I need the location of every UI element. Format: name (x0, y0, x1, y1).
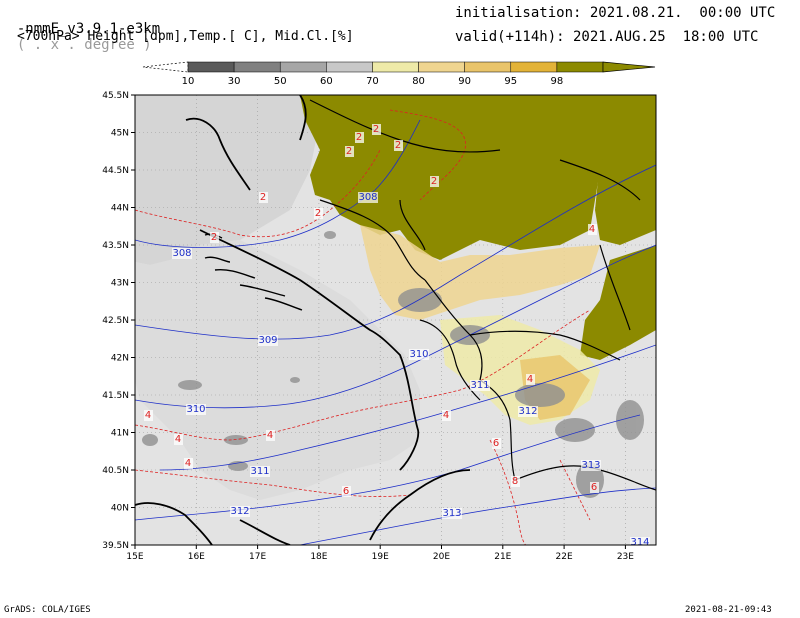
colorbar-segment (279, 61, 327, 73)
colorbar-segment (326, 61, 373, 73)
x-axis-labels: 15E 16E 17E 18E 19E 20E 21E 22E 23E (126, 552, 634, 562)
y-tick-label: 41.5N (102, 391, 129, 401)
colorbar-label: 10 (182, 76, 195, 87)
x-tick-label: 16E (188, 552, 205, 562)
model-name: -nmmE_v3.9.1-e3km (16, 21, 161, 37)
y-tick-label: 41N (111, 429, 129, 439)
temperature-contour-label: 8 (512, 476, 518, 487)
colorbar-right-arrow (602, 61, 656, 73)
temperature-contour-label: 6 (343, 486, 349, 497)
colorbar-label: 60 (320, 76, 333, 87)
temperature-contour-label: 2 (260, 192, 266, 203)
colorbar-label: 90 (458, 76, 471, 87)
y-tick-label: 43N (111, 279, 129, 289)
x-tick-label: 19E (372, 552, 389, 562)
temperature-contour-label: 2 (395, 140, 401, 151)
temperature-contour-label: 6 (591, 482, 597, 493)
sea-adriatic (135, 240, 420, 500)
y-tick-label: 42N (111, 354, 129, 364)
units-label: ( . x . degree ) (16, 37, 152, 53)
colorbar-label: 50 (274, 76, 287, 87)
colorbar-label: 98 (551, 76, 564, 87)
coastlines (135, 95, 471, 545)
temperature-contour-label: 4 (589, 224, 595, 235)
colorbar-segment (418, 61, 465, 73)
temperature-contour-label: 4 (175, 434, 181, 445)
height-contour-label: 314 (630, 537, 649, 548)
height-contour-label: 308 (358, 192, 377, 203)
height-contour-label: 313 (581, 460, 600, 471)
y-tick-label: 42.5N (102, 316, 129, 326)
temperature-contour-label: 2 (356, 132, 362, 143)
cloud-mass-east (580, 245, 656, 360)
x-tick-label: 23E (617, 552, 634, 562)
y-axis-labels: 45.5N 45N 44.5N 44N 43.5N 43N 42.5N 42N 41.5N 41N… (102, 91, 129, 551)
temperature-contour-label: 2 (346, 146, 352, 157)
x-tick-label: 20E (433, 552, 450, 562)
x-tick-label: 18E (310, 552, 327, 562)
model-title: -nmmE_v3.9.1-e3km ( . x . degree ) (0, 5, 160, 53)
temperature-contour-label: 2 (315, 208, 321, 219)
temperature-contours (135, 109, 591, 545)
y-tick-label: 44N (111, 204, 129, 214)
init-time: initialisation: 2021.08.21. 00:00 UTC (455, 5, 776, 21)
x-tick-label: 15E (126, 552, 143, 562)
temperature-contour-label: 4 (443, 410, 449, 421)
height-contours (135, 119, 656, 545)
temperature-contour-label: 4 (527, 374, 533, 385)
axis-ticks (131, 94, 626, 549)
colorbar-segment (556, 61, 604, 73)
height-contour-label: 312 (518, 406, 537, 417)
y-tick-label: 39.5N (102, 541, 129, 551)
y-tick-label: 44.5N (102, 166, 129, 176)
y-tick-label: 40.5N (102, 466, 129, 476)
height-contour-label: 310 (186, 404, 205, 415)
colorbar-label: 95 (504, 76, 517, 87)
height-contour-label: 311 (470, 380, 489, 391)
colorbar-segment (464, 61, 512, 73)
colorbar-segment (233, 61, 281, 73)
x-tick-label: 21E (494, 552, 511, 562)
temperature-contour-label: 2 (211, 232, 217, 243)
temperature-contour-label: 6 (493, 438, 499, 449)
y-tick-label: 45N (111, 129, 129, 139)
height-contour-label: 309 (258, 335, 277, 346)
height-contour-label: 308 (172, 248, 191, 259)
footer-credit: GrADS: COLA/IGES (4, 605, 91, 615)
x-tick-label: 22E (556, 552, 573, 562)
colorbar-label: 70 (366, 76, 379, 87)
height-contour-label: 310 (409, 349, 428, 360)
temperature-contour-label: 2 (373, 124, 379, 135)
temperature-contour-label: 4 (267, 430, 273, 441)
footer-timestamp: 2021-08-21-09:43 (685, 605, 772, 615)
temperature-contour-label: 2 (431, 176, 437, 187)
colorbar-left-arrow (142, 61, 189, 73)
colorbar-label: 80 (412, 76, 425, 87)
height-contour-label: 313 (442, 508, 461, 519)
colorbar-segment (187, 61, 235, 73)
x-tick-label: 17E (249, 552, 266, 562)
height-contour-label: 312 (230, 506, 249, 517)
valid-time: valid(+114h): 2021.AUG.25 18:00 UTC (455, 29, 759, 45)
cloud-mass-northeast (595, 150, 656, 245)
colorbar-label: 30 (228, 76, 241, 87)
temperature-contour-label: 4 (145, 410, 151, 421)
field-description: <700hPa> Height [dpm],Temp.[ C], Mid.Cl.… (17, 29, 354, 44)
sea-north-adriatic (135, 95, 320, 265)
colorbar: 10 30 50 60 70 80 90 95 98 (142, 61, 656, 87)
y-tick-label: 40N (111, 504, 129, 514)
colorbar-segment (372, 61, 419, 73)
colorbar-segment (510, 61, 558, 73)
temperature-contour-label: 4 (185, 458, 191, 469)
y-tick-label: 45.5N (102, 91, 129, 101)
height-contour-label: 311 (250, 466, 269, 477)
y-tick-label: 43.5N (102, 241, 129, 251)
